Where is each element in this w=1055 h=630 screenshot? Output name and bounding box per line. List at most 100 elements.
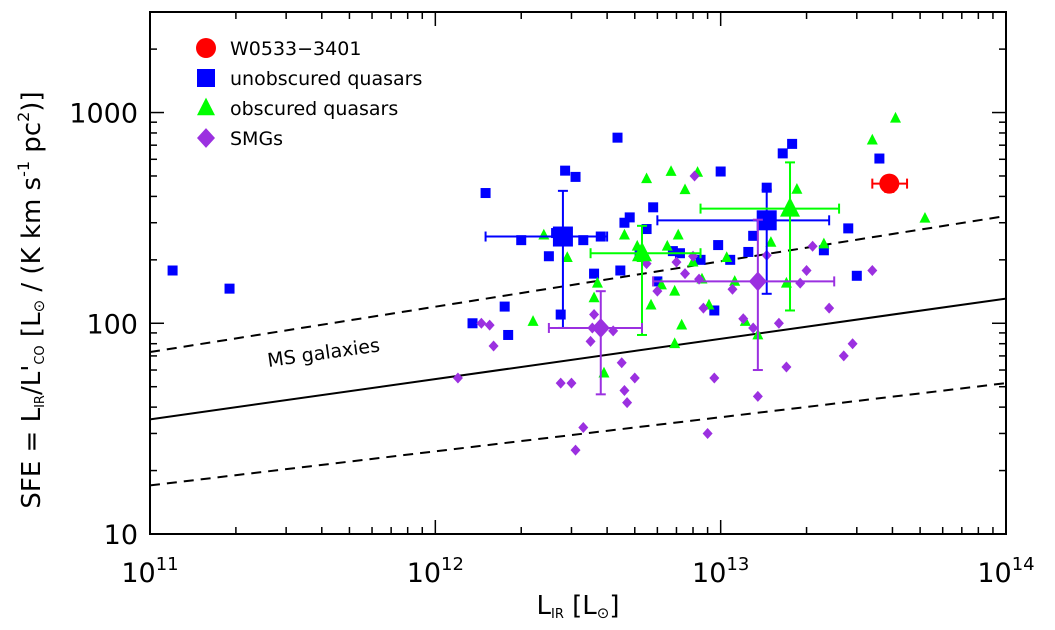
data-point: [624, 212, 635, 223]
data-point: [748, 322, 759, 334]
legend-label: SMGs: [230, 128, 283, 150]
data-point: [484, 319, 495, 331]
data-point: [560, 165, 571, 176]
ms-galaxies-label: MS galaxies: [266, 334, 381, 372]
plot-frame: [149, 11, 1007, 535]
y-tick-label: 1000: [69, 99, 138, 130]
data-point: [585, 335, 596, 347]
legend-label: unobscured quasars: [230, 68, 422, 90]
data-point: [669, 284, 681, 296]
x-tick-labels: 1011 1012 1013 1014: [121, 554, 1034, 589]
data-point: [709, 305, 720, 316]
data-point: [715, 166, 726, 177]
data-point: [919, 211, 931, 223]
mean-data-point: [748, 271, 767, 292]
data-point: [648, 202, 659, 213]
data-point: [851, 270, 862, 281]
data-point: [709, 372, 720, 384]
data-point: [588, 291, 600, 303]
data-point: [679, 183, 691, 195]
x-tick-label: 1011: [121, 554, 178, 589]
annotations: MS galaxies: [266, 334, 381, 372]
data-point: [452, 372, 463, 384]
axis-ticks: [149, 11, 1006, 535]
legend: W0533−3401 unobscured quasars obscured qua…: [196, 38, 422, 150]
legend-marker: [197, 128, 215, 148]
x-tick-label: 1012: [407, 554, 464, 589]
data-point: [777, 148, 788, 159]
data-point: [629, 372, 640, 384]
data-point: [847, 338, 858, 350]
mean-data-point: [552, 226, 573, 247]
data-point: [476, 317, 487, 329]
data-point: [787, 138, 798, 149]
data-point: [641, 172, 653, 184]
data-point: [695, 254, 706, 265]
data-point: [702, 427, 713, 439]
y-tick-label: 100: [86, 309, 138, 340]
ms-scatter-dashed-line: [150, 382, 1006, 487]
data-points: [167, 111, 931, 456]
data-point: [641, 224, 652, 235]
data-point: [795, 277, 806, 289]
mean-data-point: [756, 210, 777, 231]
data-point: [671, 256, 682, 268]
error-bar-points: [484, 161, 909, 396]
data-point: [874, 153, 885, 164]
data-point: [698, 302, 709, 314]
data-point: [669, 337, 681, 349]
y-tick-label: 10: [104, 520, 138, 551]
data-point: [616, 357, 627, 369]
data-point: [578, 235, 589, 246]
data-point: [503, 329, 514, 340]
data-point: [801, 265, 812, 277]
data-point: [727, 283, 738, 295]
ms-scatter-dashed-line: [150, 214, 1006, 354]
data-point: [791, 183, 803, 194]
data-point: [838, 350, 849, 362]
mean-data-point: [631, 241, 652, 262]
data-point: [721, 251, 733, 262]
data-point: [672, 228, 684, 240]
ms-galaxies-line: [150, 297, 1006, 421]
data-point: [652, 285, 663, 297]
legend-label: obscured quasars: [230, 98, 398, 120]
data-point: [612, 132, 623, 143]
data-point: [589, 268, 600, 279]
data-point: [761, 182, 772, 193]
data-point: [665, 165, 677, 176]
data-point: [555, 309, 566, 320]
data-point: [781, 361, 792, 373]
data-point: [555, 377, 566, 389]
y-tick-labels: 10 100 1000: [69, 99, 138, 551]
data-point: [224, 283, 235, 294]
data-point: [570, 444, 581, 456]
x-tick-label: 1013: [692, 554, 749, 589]
data-point: [765, 236, 777, 247]
data-point: [867, 265, 878, 277]
data-point: [543, 251, 554, 262]
data-point: [843, 223, 854, 234]
data-point: [748, 230, 759, 241]
data-point: [578, 422, 589, 434]
data-point: [167, 265, 178, 276]
data-point: [743, 246, 754, 257]
data-point: [561, 251, 573, 262]
legend-label: W0533−3401: [230, 38, 361, 60]
legend-marker: [197, 69, 215, 87]
data-point: [818, 245, 829, 256]
mean-data-point: [879, 173, 900, 194]
y-axis-label: SFE = LIR/L'CO [L⊙ / (K km s-1 pc2)]: [14, 91, 48, 508]
mean-data-point: [780, 197, 801, 217]
data-point: [589, 309, 600, 321]
legend-marker: [196, 38, 216, 58]
x-axis-label: LIR [L⊙]: [536, 591, 619, 622]
legend-marker: [197, 97, 215, 116]
data-point: [538, 228, 550, 240]
data-point: [890, 111, 902, 123]
data-point: [516, 235, 527, 246]
data-point: [619, 384, 630, 396]
data-point: [689, 170, 700, 182]
data-point: [499, 301, 510, 312]
